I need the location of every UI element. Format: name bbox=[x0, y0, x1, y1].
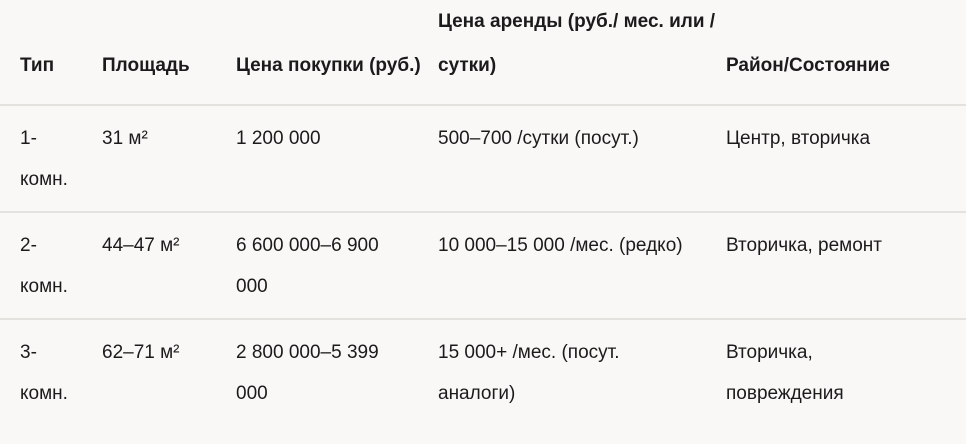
header-district-condition: Район/Состояние bbox=[726, 55, 890, 76]
cell-type: 1-комн. bbox=[20, 128, 68, 190]
cell-rent-price: 500–700 /сутки (посут.) bbox=[438, 128, 639, 149]
table-row: 3-комн. 62–71 м² 2 800 000–5 399 000 15 … bbox=[0, 319, 966, 426]
cell-district-condition: Вторичка, повреждения bbox=[726, 342, 844, 404]
cell-purchase-price: 2 800 000–5 399 000 bbox=[236, 342, 379, 404]
header-area: Площадь bbox=[102, 55, 190, 76]
cell-district-condition: Вторичка, ремонт bbox=[726, 235, 882, 256]
cell-type: 2-комн. bbox=[20, 235, 68, 297]
header-type: Тип bbox=[20, 55, 55, 76]
cell-purchase-price: 6 600 000–6 900 000 bbox=[236, 235, 379, 297]
cell-purchase-price: 1 200 000 bbox=[236, 128, 321, 149]
table-row: 2-комн. 44–47 м² 6 600 000–6 900 000 10 … bbox=[0, 212, 966, 319]
header-row: Тип Площадь Цена покупки (руб.) Цена аре… bbox=[0, 0, 966, 105]
header-purchase-price: Цена покупки (руб.) bbox=[236, 55, 421, 76]
cell-area: 62–71 м² bbox=[102, 342, 180, 363]
cell-rent-price: 15 000+ /мес. (посут. аналоги) bbox=[438, 342, 620, 404]
apartment-table: Тип Площадь Цена покупки (руб.) Цена аре… bbox=[0, 0, 966, 426]
table-row: 1-комн. 31 м² 1 200 000 500–700 /сутки (… bbox=[0, 105, 966, 212]
cell-type: 3-комн. bbox=[20, 342, 68, 404]
cell-area: 31 м² bbox=[102, 128, 148, 149]
cell-area: 44–47 м² bbox=[102, 235, 180, 256]
cell-rent-price: 10 000–15 000 /мес. (редко) bbox=[438, 235, 683, 256]
cell-district-condition: Центр, вторичка bbox=[726, 128, 871, 149]
header-rent-price: Цена аренды (руб./ мес. или /сутки) bbox=[438, 11, 716, 76]
